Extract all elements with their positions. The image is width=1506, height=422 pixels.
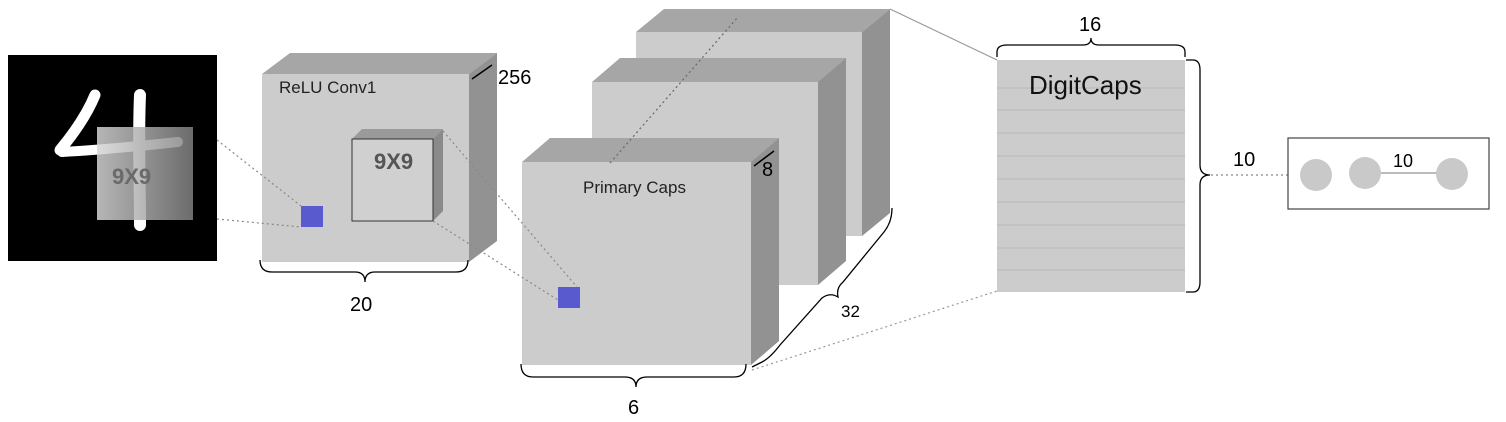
output-count-label: 10 bbox=[1393, 151, 1413, 171]
conv1-width-brace bbox=[259, 259, 469, 283]
primary-caps-count-brace bbox=[751, 207, 893, 368]
primary-caps-depth-tick bbox=[753, 150, 775, 167]
digit-caps-block: DigitCaps bbox=[997, 60, 1185, 292]
digit-caps-width-label: 16 bbox=[1079, 14, 1101, 36]
conv1-kernel-top bbox=[352, 129, 443, 139]
output-capsule-1 bbox=[1300, 159, 1332, 191]
primary-caps-width-brace bbox=[520, 363, 747, 388]
input-kernel-label: 9X9 bbox=[112, 164, 151, 189]
primary-caps-block-front: Primary Caps 8 bbox=[522, 138, 779, 365]
digit-caps-connectors bbox=[751, 8, 998, 371]
conv1-primary-connectors bbox=[432, 130, 578, 301]
conv1-width-label: 20 bbox=[350, 294, 372, 316]
conv1-side-face bbox=[469, 53, 497, 262]
input-image: 9X9 bbox=[8, 55, 217, 261]
primary-caps-count-label: 32 bbox=[841, 302, 860, 321]
digit-caps-title: DigitCaps bbox=[1029, 70, 1142, 100]
conv1-title: ReLU Conv1 bbox=[279, 78, 376, 97]
digit-caps-width-brace bbox=[996, 37, 1186, 57]
output-capsule-2 bbox=[1349, 157, 1381, 189]
conv1-top-face bbox=[262, 53, 497, 74]
output-capsule-10 bbox=[1436, 158, 1468, 190]
digit-caps-face bbox=[997, 60, 1185, 292]
output-vector: 10 bbox=[1287, 137, 1490, 210]
conv1-kernel-front bbox=[351, 138, 434, 222]
digit-caps-height-brace bbox=[1186, 59, 1211, 293]
primary-caps-patch bbox=[558, 287, 580, 308]
primary-caps-depth-label: 8 bbox=[762, 159, 773, 181]
digit-caps-rows bbox=[997, 87, 1185, 271]
primary-caps-diagonal bbox=[609, 16, 739, 164]
input-conv1-connectors bbox=[216, 139, 302, 228]
conv1-block: ReLU Conv1 9X9 256 20 bbox=[259, 53, 531, 316]
conv1-kernel-side bbox=[433, 129, 443, 221]
conv1-depth-tick bbox=[471, 64, 493, 80]
conv1-kernel-label: 9X9 bbox=[374, 149, 413, 174]
conv1-patch bbox=[301, 206, 323, 227]
input-kernel-window bbox=[97, 127, 193, 220]
digit-caps-height-label: 10 bbox=[1233, 149, 1255, 171]
conv1-depth-label: 256 bbox=[498, 67, 531, 89]
primary-caps-width-label: 6 bbox=[628, 397, 639, 419]
primary-caps-title: Primary Caps bbox=[583, 178, 686, 197]
